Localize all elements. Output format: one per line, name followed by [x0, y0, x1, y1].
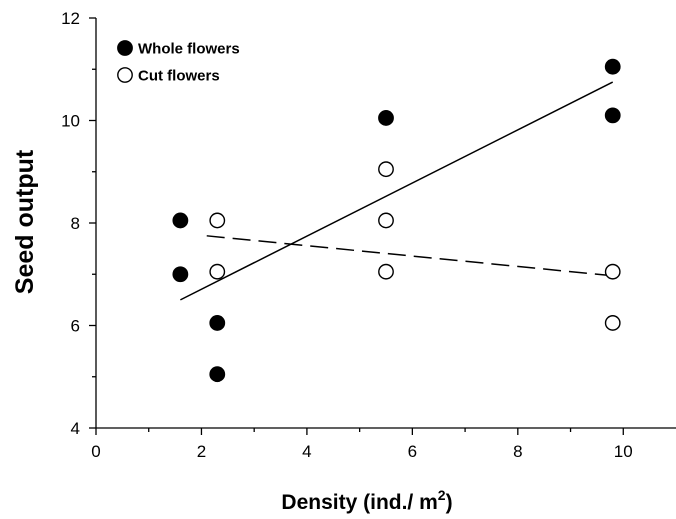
legend-marker	[117, 67, 133, 83]
y-tick-label: 12	[61, 9, 80, 28]
y-axis-title: Seed output	[11, 149, 39, 294]
point-whole-flowers	[604, 58, 621, 75]
axes: 0 2 4 6 8 10 4 6 8 10 12	[61, 9, 676, 461]
legend: Whole flowers Cut flowers	[117, 40, 240, 85]
point-whole-flowers	[604, 107, 621, 124]
point-cut-flowers	[604, 315, 621, 331]
legend-label: Whole flowers	[138, 41, 240, 58]
point-cut-flowers	[378, 161, 394, 178]
trendlines	[180, 81, 614, 301]
legend-marker	[117, 40, 133, 56]
x-tick-label: 0	[91, 442, 100, 461]
point-cut-flowers	[209, 263, 226, 280]
data-points	[172, 58, 621, 383]
x-axis-title-text: Density (ind./ m	[281, 491, 437, 514]
point-whole-flowers	[172, 266, 189, 283]
legend-label: Cut flowers	[138, 68, 220, 85]
x-tick-label: 10	[614, 442, 633, 461]
x-tick-label: 2	[197, 442, 206, 461]
x-tick-label: 8	[513, 442, 522, 461]
point-whole-flowers	[172, 212, 189, 229]
y-tick-label: 4	[71, 419, 80, 438]
point-cut-flowers	[378, 212, 394, 229]
y-tick-label: 6	[71, 317, 80, 336]
x-axis-title-superscript: 2	[438, 487, 446, 503]
x-tick-label: 4	[302, 442, 311, 461]
point-cut-flowers	[378, 263, 394, 280]
x-axis-title-suffix: )	[446, 491, 453, 514]
x-axis-title: Density (ind./ m2)	[281, 487, 452, 514]
y-tick-label: 8	[71, 214, 80, 233]
trendline-cut-flowers	[206, 235, 613, 277]
point-whole-flowers	[209, 366, 226, 383]
point-cut-flowers	[209, 212, 226, 229]
point-cut-flowers	[604, 263, 621, 280]
point-whole-flowers	[209, 315, 226, 331]
point-whole-flowers	[378, 110, 394, 126]
trendline-whole-flowers	[180, 81, 614, 301]
x-tick-label: 6	[408, 442, 417, 461]
y-tick-label: 10	[61, 112, 80, 131]
